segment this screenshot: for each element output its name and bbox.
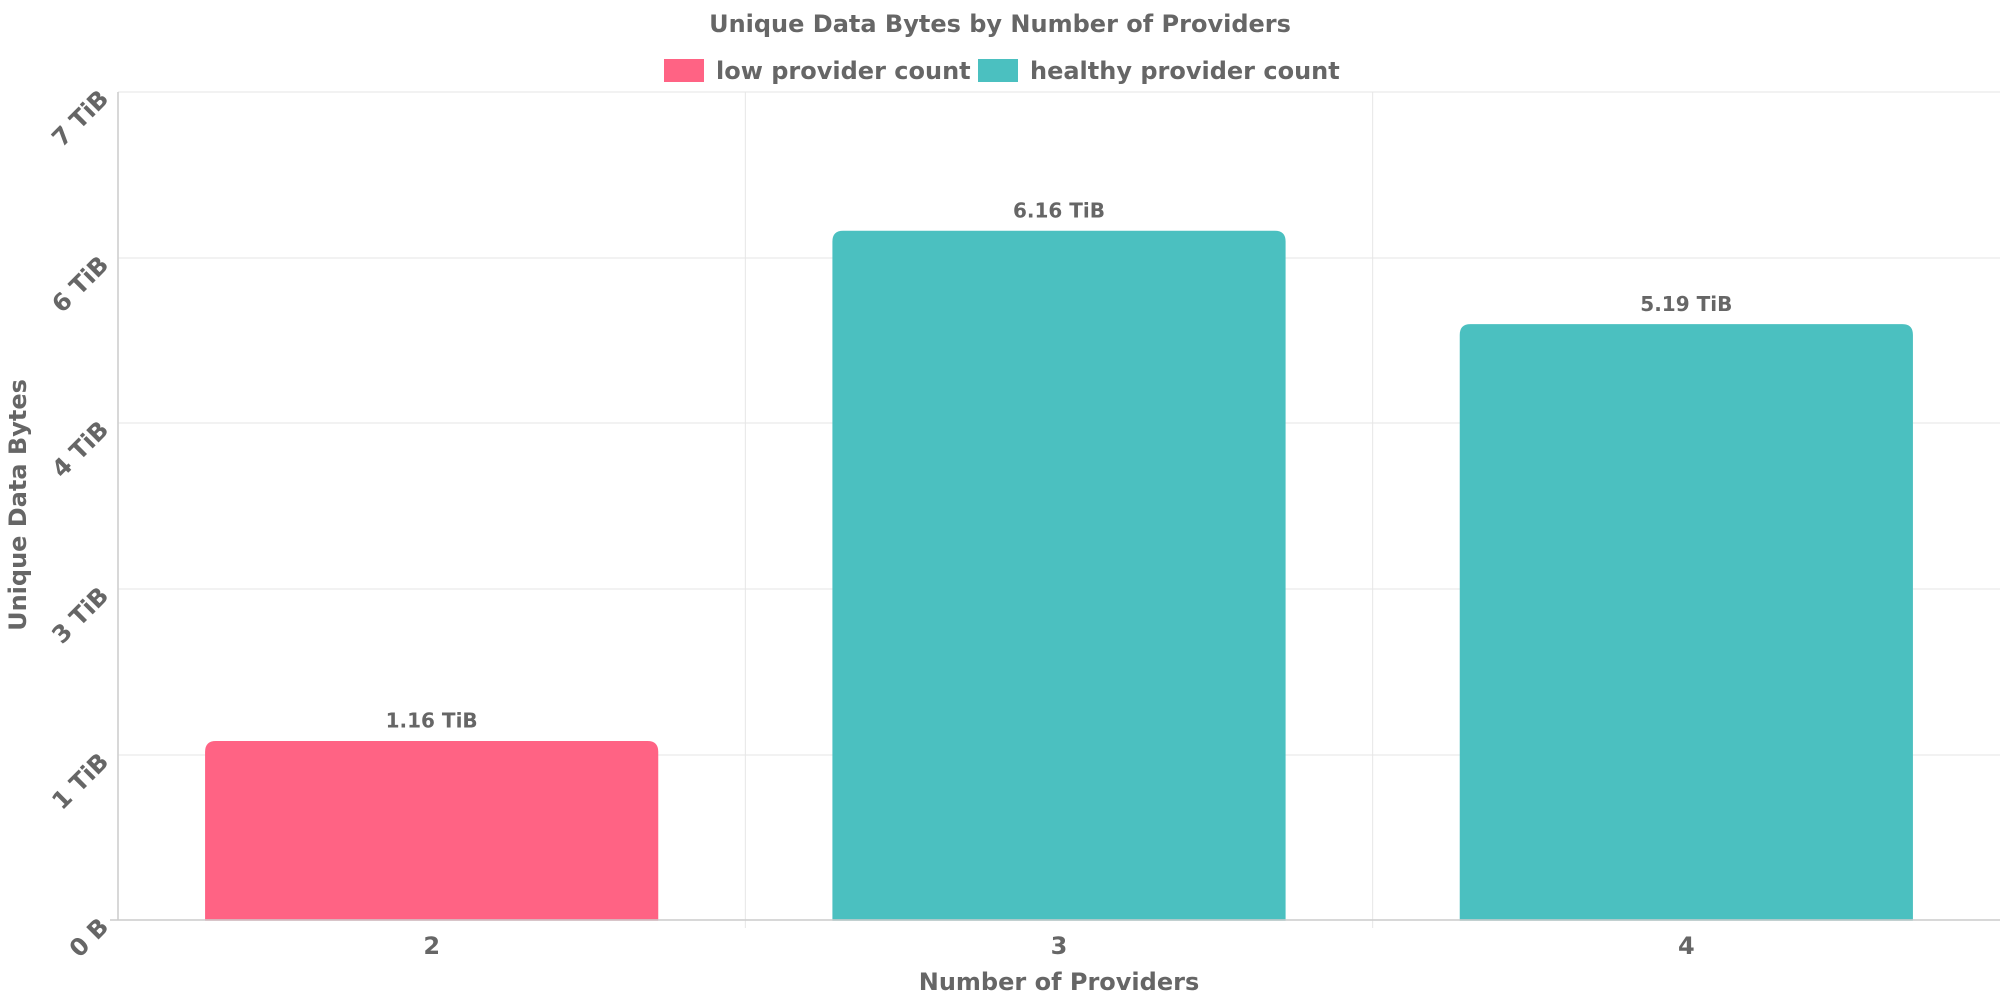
y-tick-label: 0 B [64,912,114,962]
x-tick-label-3: 3 [1051,932,1068,960]
y-tick-label: 1 TiB [46,747,114,815]
data-label-4: 5.19 TiB [1640,292,1732,316]
legend[interactable]: low provider count healthy provider coun… [664,57,1340,85]
bars [205,230,1913,921]
bar-2[interactable] [205,740,659,921]
legend-label-healthy-provider-count[interactable]: healthy provider count [1030,57,1340,85]
axes [110,92,2000,921]
x-axis-title: Number of Providers [919,968,1199,996]
legend-swatch-low-provider-count[interactable] [664,59,704,82]
bar-3[interactable] [832,230,1286,921]
data-label-2: 1.16 TiB [386,709,478,733]
chart-title: Unique Data Bytes by Number of Providers [709,10,1291,38]
legend-label-low-provider-count[interactable]: low provider count [716,57,971,85]
y-tick-label: 6 TiB [46,250,114,318]
data-label-3: 6.16 TiB [1013,198,1105,222]
legend-swatch-healthy-provider-count[interactable] [978,59,1018,82]
x-tick-label-2: 2 [423,932,440,960]
y-tick-label: 7 TiB [46,84,114,152]
x-tick-label-4: 4 [1678,932,1695,960]
y-axis-title: Unique Data Bytes [4,379,32,631]
y-tick-label: 4 TiB [46,415,114,483]
y-tick-label: 3 TiB [46,581,114,649]
bar-4[interactable] [1459,324,1913,921]
